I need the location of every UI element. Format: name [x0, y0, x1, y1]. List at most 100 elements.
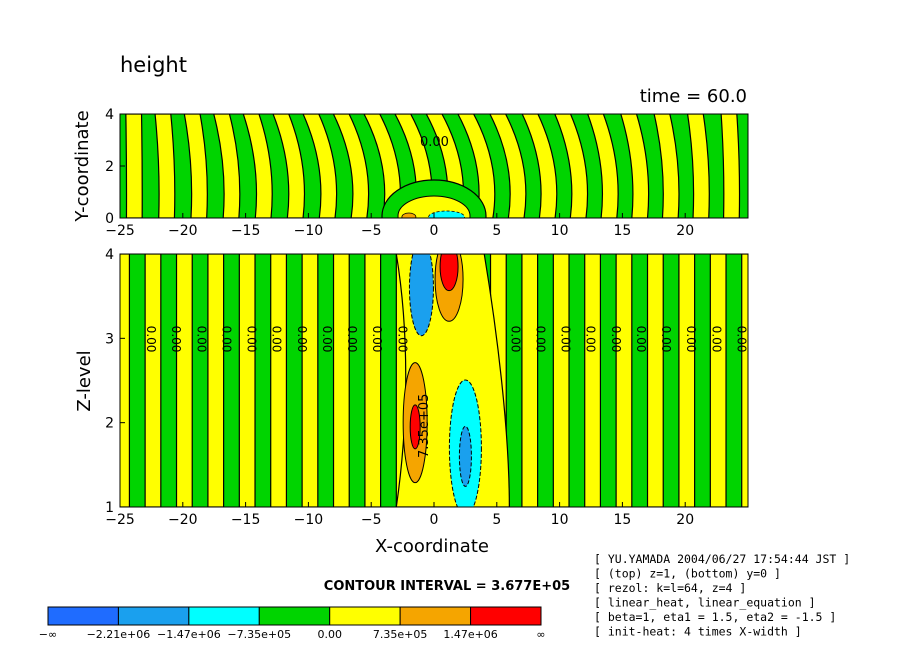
colorbar-label: 0.00: [317, 628, 342, 641]
colorbar-label: −∞: [39, 628, 57, 641]
top-x-tick-label: 10: [551, 223, 569, 239]
top-y-tick-label: 0: [105, 211, 114, 227]
top-contour-label: 0.00: [420, 135, 449, 150]
top-x-tick-label: −20: [168, 223, 198, 239]
bottom-contour-band: [521, 254, 539, 507]
bottom-contour-band: [615, 254, 633, 507]
bottom-contour-band: [646, 254, 664, 507]
bottom-x-tick-label: 5: [492, 512, 501, 528]
bottom-contour-band: [678, 254, 696, 507]
top-x-tick-label: −15: [231, 223, 261, 239]
bottom-x-tick-label: −10: [294, 512, 324, 528]
top-contour-band: [554, 114, 589, 218]
contour-interval: CONTOUR INTERVAL = 3.677E+05: [324, 579, 570, 594]
bottom-negative-upper: [408, 254, 434, 337]
bottom-contour-label: 0.00: [684, 326, 698, 353]
bottom-contour-band: [175, 254, 193, 507]
top-contour-band: [332, 114, 370, 218]
bottom-x-tick-label: 15: [613, 512, 631, 528]
info-line: [ beta=1, eta1 = 1.5, eta2 = -1.5 ]: [594, 610, 836, 624]
colorbar-segment: [399, 606, 472, 626]
bottom-contour-label: 0.00: [270, 326, 284, 353]
top-contour-band: [242, 114, 273, 218]
top-contour-band: [720, 114, 741, 218]
bottom-contour-band: [238, 254, 256, 507]
bottom-contour-label: 0.00: [370, 326, 384, 353]
bottom-y-tick-label: 2: [105, 416, 114, 432]
bottom-contour-label: 0.00: [395, 326, 409, 353]
bottom-contour-band: [144, 254, 162, 507]
bottom-contour-label: 0.00: [634, 326, 648, 353]
top-contour-band: [302, 114, 338, 218]
bottom-contour-band: [552, 254, 570, 507]
bottom-contour-label: 0.00: [144, 326, 158, 353]
info-block: [ YU.YAMADA 2004/06/27 17:54:44 JST ][ (…: [594, 552, 850, 639]
bottom-contour-band: [741, 254, 748, 507]
bottom-contour-label: 0.00: [320, 326, 334, 353]
bottom-contour-label: 0.00: [609, 326, 623, 353]
top-panel: 0.00 −25 −20 −15 −10 −5 0 5 10 15 20 0 2 4 Y-coordi…: [72, 107, 770, 239]
colorbar-label: −2.21e+06: [87, 628, 151, 641]
bottom-x-tick-label: 10: [551, 512, 569, 528]
bottom-contour-label: 0.00: [295, 326, 309, 353]
top-contour-band: [754, 114, 770, 218]
top-contour-band: [521, 114, 558, 218]
top-contour-band: [272, 114, 306, 218]
bottom-positive-lower-core: [409, 404, 421, 450]
bottom-contour-band: [301, 254, 319, 507]
colorbar-segment: [47, 606, 119, 626]
bottom-x-tick-label: −5: [361, 512, 382, 528]
colorbar-label: 1.47e+06: [443, 628, 497, 641]
colorbar-segment: [329, 606, 401, 626]
colorbar: −∞ −2.21e+06 −1.47e+06 −7.35e+05 0.00 7.35e+0…: [39, 606, 546, 641]
bottom-y-tick-label: 1: [105, 500, 114, 516]
bottom-contour-label: 0.00: [659, 326, 673, 353]
bottom-contour-band: [364, 254, 382, 507]
bottom-y-tick-label: 4: [105, 247, 114, 263]
bottom-contour-band: [584, 254, 602, 507]
bottom-contour-band: [207, 254, 225, 507]
colorbar-label: −7.35e+05: [227, 628, 291, 641]
bottom-contour-band: [709, 254, 727, 507]
bottom-x-tick-label: 0: [430, 512, 439, 528]
bottom-x-tick-label: 20: [676, 512, 694, 528]
top-contour-band: [620, 114, 650, 218]
colorbar-segment: [470, 606, 542, 626]
top-contour-band: [183, 114, 208, 218]
top-x-tick-label: −25: [105, 223, 135, 239]
bottom-contour-label: 0.00: [584, 326, 598, 353]
top-x-tick-label: 15: [613, 223, 631, 239]
colorbar-segment: [258, 606, 331, 626]
bottom-contour-band: [332, 254, 350, 507]
bottom-contour-label: 0.00: [194, 326, 208, 353]
top-contour-band: [125, 114, 143, 218]
bottom-contour-label: 0.00: [508, 326, 522, 353]
bottom-contour-label: 0.00: [734, 326, 748, 353]
info-line: [ init-heat: 4 times X-width ]: [594, 625, 802, 639]
time-label: time = 60.0: [640, 86, 747, 107]
bottom-y-tick-label: 3: [105, 331, 114, 347]
bottom-negative-lower-core: [458, 425, 472, 487]
top-y-axis-label: Y-coordinate: [72, 110, 93, 222]
bottom-contour-label: 0.00: [245, 326, 259, 353]
colorbar-label: −1.47e+06: [157, 628, 221, 641]
top-contour-band: [457, 114, 496, 218]
top-contour-band: [154, 114, 176, 218]
info-line: [ rezol: k=l=64, z=4 ]: [594, 581, 746, 595]
info-line: [ linear_heat, linear_equation ]: [594, 596, 816, 610]
top-y-tick-label: 4: [105, 107, 114, 123]
bottom-contour-label: 0.00: [169, 326, 183, 353]
bottom-positive-upper-core: [439, 254, 459, 292]
colorbar-segment: [117, 606, 190, 626]
bottom-contour-label: 0.00: [559, 326, 573, 353]
top-y-tick-label: 2: [105, 159, 114, 175]
colorbar-label: 7.35e+05: [373, 628, 427, 641]
info-line: [ (top) z=1, (bottom) y=0 ]: [594, 567, 781, 581]
bottom-contour-label: 0.00: [345, 326, 359, 353]
bottom-x-tick-label: −25: [105, 512, 135, 528]
colorbar-segment: [188, 606, 260, 626]
bottom-contour-band: [270, 254, 288, 507]
top-x-tick-label: −10: [294, 223, 324, 239]
top-contour-band: [653, 114, 680, 218]
